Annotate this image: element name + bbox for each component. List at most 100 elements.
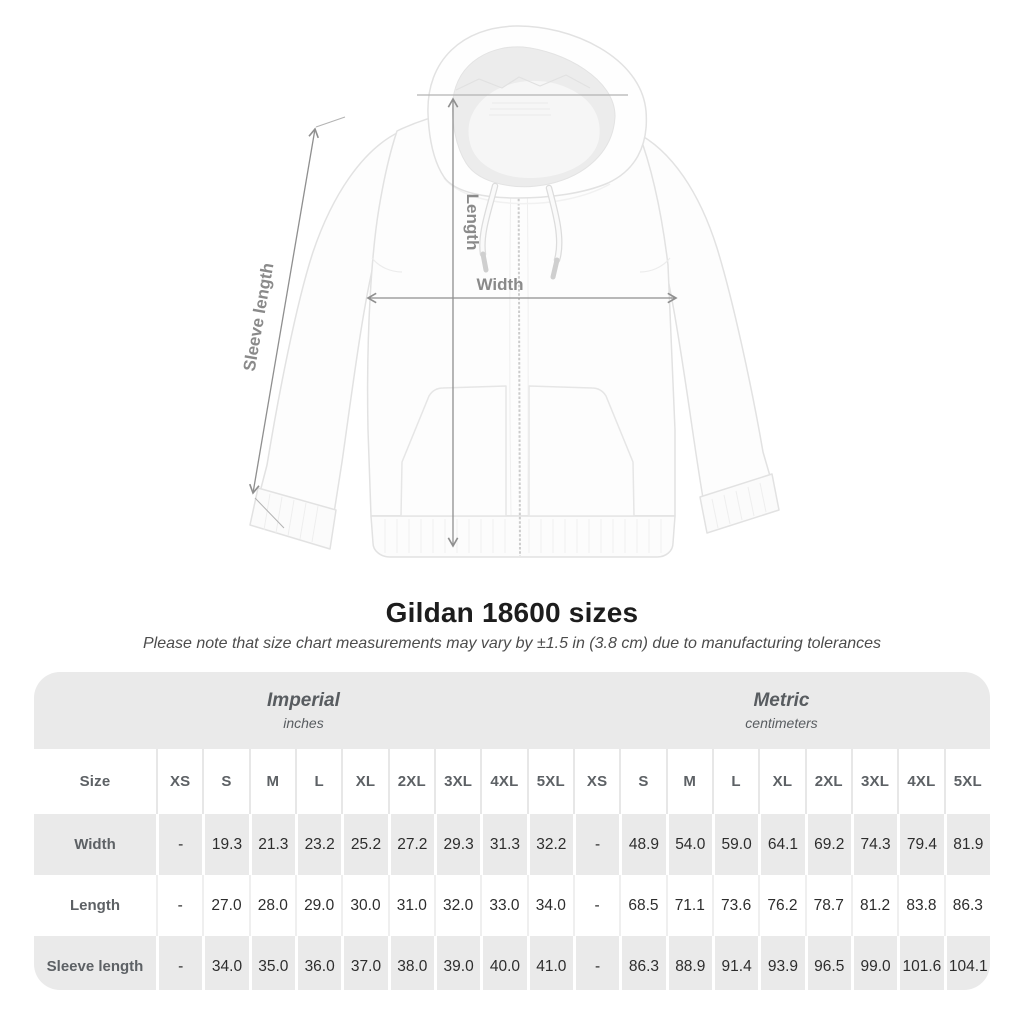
sleeve-length-label: Sleeve length — [240, 261, 278, 372]
value-cell: 34.0 — [526, 875, 573, 936]
value-cell: 86.3 — [619, 936, 666, 990]
metric-label: Metric — [753, 690, 810, 711]
value-cell: 30.0 — [341, 875, 388, 936]
value-cell: 23.2 — [294, 814, 342, 875]
value-cell: 41.0 — [526, 936, 573, 990]
size-header-cell: XL — [341, 749, 388, 814]
value-cell: 104.1 — [943, 936, 990, 990]
right-drawstring — [545, 184, 563, 280]
length-label: Length — [463, 194, 482, 251]
value-cell: - — [156, 875, 203, 936]
unit-group-row: Imperial inches Metric centimeters — [34, 672, 990, 749]
value-cell: 86.3 — [943, 875, 990, 936]
size-header-cell: 2XL — [804, 749, 851, 814]
size-header-cell: 5XL — [943, 749, 990, 814]
size-header-cell: XL — [758, 749, 805, 814]
hoodie-illustration: Length Width Sleeve length — [240, 25, 780, 558]
size-column-header: Size — [34, 749, 156, 814]
value-cell: 48.9 — [619, 814, 666, 875]
value-cell: 74.3 — [850, 814, 898, 875]
value-cell: - — [572, 875, 620, 936]
value-cell: 35.0 — [248, 936, 295, 990]
value-cell: 81.9 — [943, 814, 990, 875]
value-cell: 71.1 — [665, 875, 712, 936]
value-cell: 27.0 — [202, 875, 249, 936]
value-cell: 101.6 — [897, 936, 944, 990]
value-cell: 83.8 — [897, 875, 944, 936]
value-cell: 73.6 — [711, 875, 759, 936]
value-cell: 59.0 — [711, 814, 759, 875]
hood-fold-line — [455, 74, 591, 91]
group-header-metric: Metric centimeters — [572, 672, 990, 749]
value-cell: 32.0 — [433, 875, 481, 936]
row-label: Sleeve length — [34, 936, 156, 990]
size-header-cell: 4XL — [897, 749, 944, 814]
size-header-cell: L — [294, 749, 342, 814]
value-cell: 29.3 — [433, 814, 481, 875]
sleeve-length-arrow — [248, 127, 320, 495]
left-drawstring — [479, 182, 499, 273]
left-cuff — [249, 487, 337, 550]
right-cuff — [699, 473, 780, 534]
size-header-cell: S — [619, 749, 666, 814]
value-cell: 36.0 — [294, 936, 342, 990]
size-header-cell: 3XL — [433, 749, 481, 814]
size-header-cell: 3XL — [850, 749, 898, 814]
value-cell: - — [572, 814, 620, 875]
right-pocket — [528, 385, 635, 517]
value-cell: 31.3 — [480, 814, 527, 875]
table-row-width: Width - 19.3 21.3 23.2 25.2 27.2 29.3 31… — [34, 814, 990, 875]
sleeve-arrow-extension-top — [315, 116, 346, 128]
table-row-length: Length - 27.0 28.0 29.0 30.0 31.0 32.0 3… — [34, 875, 990, 936]
value-cell: 40.0 — [480, 936, 527, 990]
value-cell: 91.4 — [711, 936, 759, 990]
size-header-row: Size XS S M L XL 2XL 3XL 4XL 5XL XS S M … — [34, 749, 990, 814]
size-header-cell: XS — [572, 749, 620, 814]
left-cuff-ribbing — [263, 493, 319, 543]
value-cell: 28.0 — [248, 875, 295, 936]
size-header-cell: M — [248, 749, 295, 814]
hem-band — [370, 515, 676, 558]
group-header-imperial: Imperial inches — [34, 672, 573, 749]
value-cell: 34.0 — [202, 936, 249, 990]
imperial-label: Imperial — [267, 690, 340, 711]
size-header-cell: S — [202, 749, 249, 814]
value-cell: 29.0 — [294, 875, 342, 936]
value-cell: 27.2 — [387, 814, 434, 875]
zipper-placket-right — [526, 164, 529, 516]
value-cell: 88.9 — [665, 936, 712, 990]
size-header-cell: 5XL — [526, 749, 573, 814]
size-chart-table-container: Imperial inches Metric centimeters Size … — [34, 672, 990, 990]
zipper-placket-left — [509, 164, 512, 516]
row-label: Width — [34, 814, 156, 875]
value-cell: 69.2 — [804, 814, 851, 875]
hem-ribbing — [384, 519, 662, 553]
size-header-cell: L — [711, 749, 759, 814]
value-cell: 21.3 — [248, 814, 295, 875]
value-cell: 54.0 — [665, 814, 712, 875]
value-cell: - — [156, 814, 203, 875]
sleeve-arrow-extension-bottom — [254, 497, 285, 529]
neck-seam-lines — [489, 102, 551, 116]
imperial-unit-label: inches — [283, 715, 324, 731]
value-cell: 68.5 — [619, 875, 666, 936]
size-header-cell: 4XL — [480, 749, 527, 814]
value-cell: 96.5 — [804, 936, 851, 990]
value-cell: 32.2 — [526, 814, 573, 875]
page-title: Gildan 18600 sizes — [385, 597, 639, 628]
armpit-crease-left — [371, 257, 403, 273]
value-cell: 79.4 — [897, 814, 944, 875]
value-cell: 81.2 — [850, 875, 898, 936]
tolerance-note: Please note that size chart measurements… — [142, 635, 882, 652]
size-header-cell: M — [665, 749, 712, 814]
value-cell: 19.3 — [202, 814, 249, 875]
value-cell: 38.0 — [387, 936, 434, 990]
value-cell: - — [572, 936, 620, 990]
size-chart-table: Imperial inches Metric centimeters Size … — [34, 672, 990, 990]
metric-unit-label: centimeters — [745, 715, 818, 731]
value-cell: 64.1 — [758, 814, 805, 875]
right-cuff-ribbing — [711, 482, 767, 529]
value-cell: 31.0 — [387, 875, 434, 936]
hood-inner-back — [468, 80, 600, 179]
value-cell: 37.0 — [341, 936, 388, 990]
